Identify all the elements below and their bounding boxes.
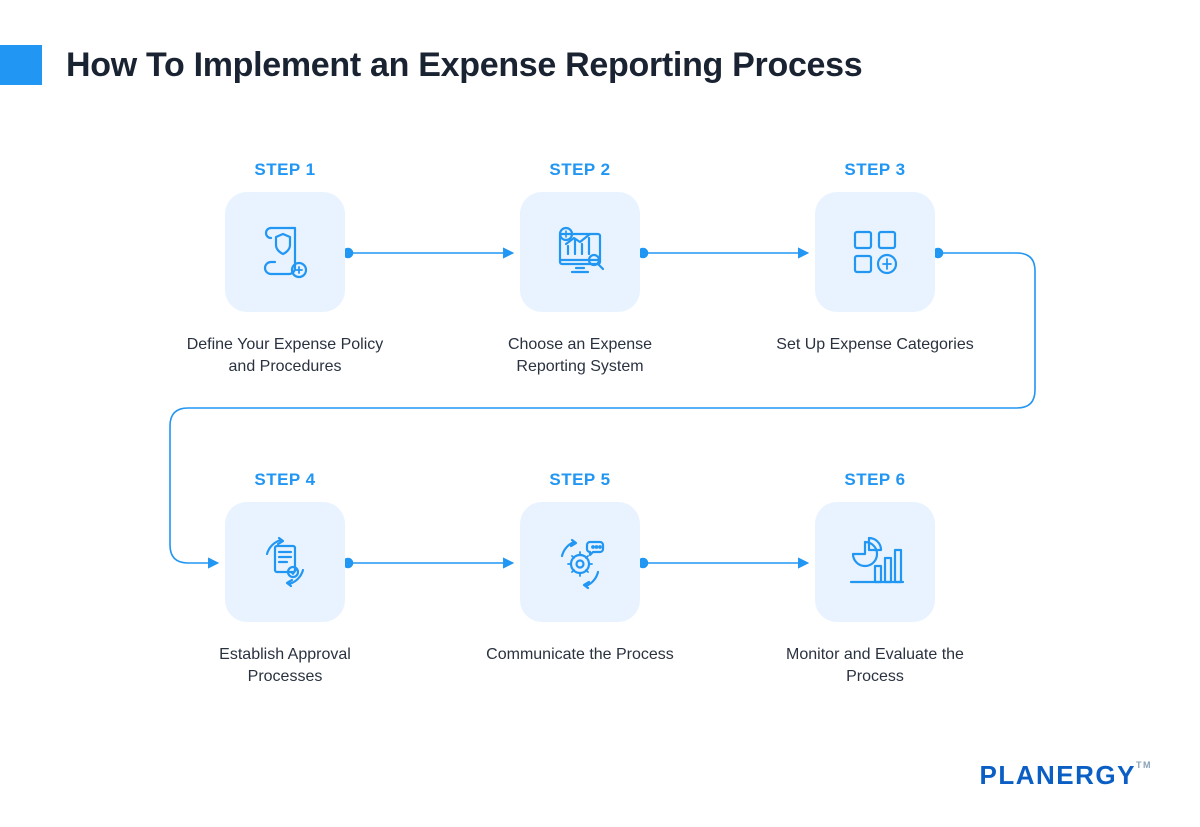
step-label: STEP 3 [844, 160, 905, 180]
step-label: STEP 5 [549, 470, 610, 490]
step-1: STEP 1 Define Your Expense Policy and Pr… [175, 160, 395, 377]
step-icon-box [520, 192, 640, 312]
step-icon-box [520, 502, 640, 622]
header-accent-bar [0, 45, 42, 85]
step-4: STEP 4 Establish Approval Processes [175, 470, 395, 687]
step-desc: Communicate the Process [486, 644, 674, 666]
step-6: STEP 6 Monitor and Evaluate the Process [765, 470, 985, 687]
step-icon-box [225, 502, 345, 622]
step-3: STEP 3 Set Up Expense Categories [765, 160, 985, 356]
step-desc: Define Your Expense Policy and Procedure… [180, 334, 390, 377]
step-icon-box [815, 502, 935, 622]
step-desc: Choose an Expense Reporting System [475, 334, 685, 377]
monitor-icon [843, 530, 907, 594]
approval-icon [253, 530, 317, 594]
step-desc: Establish Approval Processes [180, 644, 390, 687]
reporting-icon [548, 220, 612, 284]
categories-icon [843, 220, 907, 284]
step-icon-box [225, 192, 345, 312]
step-2: STEP 2 Choose an Expense Reporting Syste… [470, 160, 690, 377]
flowchart: STEP 1 Define Your Expense Policy and Pr… [0, 140, 1200, 700]
step-label: STEP 6 [844, 470, 905, 490]
brand-text: PLANERGY [980, 760, 1136, 790]
brand-logo: PLANERGYTM [980, 760, 1152, 791]
step-5: STEP 5 Communicate the Process [470, 470, 690, 666]
step-icon-box [815, 192, 935, 312]
trademark: TM [1136, 760, 1152, 770]
step-desc: Set Up Expense Categories [776, 334, 973, 356]
page-title: How To Implement an Expense Reporting Pr… [66, 46, 862, 85]
step-desc: Monitor and Evaluate the Process [770, 644, 980, 687]
communicate-icon [548, 530, 612, 594]
step-label: STEP 4 [254, 470, 315, 490]
header: How To Implement an Expense Reporting Pr… [0, 45, 862, 85]
step-label: STEP 2 [549, 160, 610, 180]
step-label: STEP 1 [254, 160, 315, 180]
policy-icon [253, 220, 317, 284]
